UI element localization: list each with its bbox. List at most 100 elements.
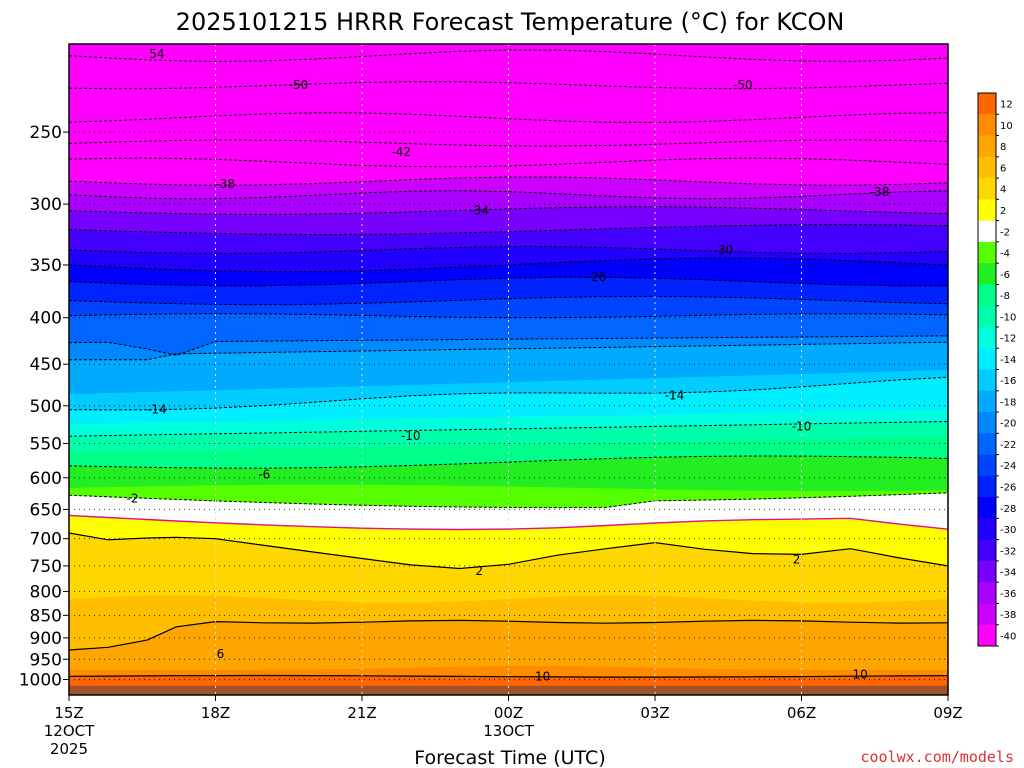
- y-tick-label: 650: [30, 500, 62, 520]
- y-tick-label: 350: [30, 256, 62, 276]
- y-tick-label: 250: [30, 123, 62, 143]
- colorbar-label: 10: [1000, 121, 1013, 132]
- colorbar-swatch: [978, 390, 996, 413]
- y-tick-label: 900: [30, 629, 62, 649]
- credit-text[interactable]: coolwx.com/models: [860, 748, 1014, 766]
- contour-label: 10: [535, 669, 550, 683]
- colorbar-swatch: [978, 539, 996, 562]
- contour-line-upper: [69, 139, 948, 147]
- contour-line-negative: [69, 257, 948, 273]
- contour-line-positive: [69, 674, 948, 678]
- contour-label: -26: [587, 270, 607, 284]
- x-tick-date: 13OCT: [483, 722, 534, 740]
- colorbar-swatch: [978, 624, 996, 647]
- x-tick-label: 03Z: [640, 704, 669, 722]
- colorbar-label: 6: [1000, 163, 1006, 174]
- colorbar-label: -14: [1000, 355, 1016, 366]
- colorbar-swatch: [978, 326, 996, 349]
- colorbar-label: -36: [1000, 589, 1016, 600]
- contour-line-upper: [69, 157, 948, 168]
- contour-line-negative: [69, 295, 948, 306]
- colorbar-swatch: [978, 93, 996, 115]
- colorbar-swatch: [978, 114, 996, 136]
- colorbar-label: -16: [1000, 376, 1016, 387]
- colorbar-label: -32: [1000, 546, 1016, 557]
- colorbar-swatch: [978, 518, 996, 541]
- y-tick-label: 400: [30, 309, 62, 329]
- contour-label: -2: [126, 491, 138, 505]
- plot-area: 54-50 -50-42-38-38-34-30-26-14-14-10-10-6…: [68, 43, 949, 696]
- colorbar-swatch: [978, 454, 996, 477]
- contour-line-negative: [69, 341, 948, 361]
- contour-label: 2: [793, 553, 801, 567]
- colorbar-swatch: [978, 220, 996, 243]
- contour-label: 10: [852, 668, 867, 682]
- colorbar-swatch: [978, 156, 996, 179]
- contour-label: -10: [792, 420, 812, 434]
- contour-line-negative: [69, 246, 948, 255]
- x-tick-label: 21Z: [347, 704, 376, 722]
- colorbar-label: -10: [1000, 312, 1016, 323]
- x-axis-label: Forecast Time (UTC): [414, 747, 605, 768]
- contour-line-negative: [69, 176, 948, 186]
- colorbar-label: 2: [1000, 206, 1006, 217]
- contour-lines: [69, 49, 948, 678]
- colorbar-label: -40: [1000, 631, 1016, 642]
- contour-label: -50: [733, 78, 753, 92]
- colorbar-label: -26: [1000, 482, 1016, 493]
- colorbar-swatch: [978, 603, 996, 626]
- colorbar-label: 4: [1000, 185, 1006, 196]
- colorbar-swatch: [978, 178, 996, 200]
- colorbar-swatch: [978, 241, 996, 264]
- colorbar-label: -18: [1000, 397, 1016, 408]
- colorbar-label: 8: [1000, 142, 1006, 153]
- y-tick-label: 500: [30, 397, 62, 417]
- contour-line-negative: [69, 421, 948, 437]
- contour-line-positive: [69, 619, 948, 651]
- x-tick-year: 2025: [50, 740, 88, 758]
- contour-label: -38: [215, 177, 235, 191]
- x-tick-label: 06Z: [787, 704, 816, 722]
- colorbar-label: -34: [1000, 568, 1016, 579]
- y-tick-label: 600: [30, 469, 62, 489]
- contour-label: -34: [469, 204, 489, 218]
- contour-label: -30: [714, 243, 734, 257]
- temperature-bands: [69, 44, 948, 695]
- colorbar-label: 12: [1000, 100, 1013, 111]
- contour-line-upper: [69, 49, 948, 62]
- colorbar-swatch: [978, 263, 996, 285]
- y-tick-label: 1000: [19, 671, 62, 691]
- colorbar-swatch: [978, 284, 996, 307]
- freezing-line: [69, 514, 948, 531]
- contour-line-negative: [69, 492, 948, 509]
- contour-label: 2: [475, 564, 483, 578]
- contour-label: -38: [870, 185, 890, 199]
- pressure-axis: 250 300 350 400 450 500 550 600 650 700 750 800 850 9…: [19, 123, 69, 691]
- colorbar-swatch: [978, 582, 996, 604]
- colorbar-label: -28: [1000, 504, 1016, 515]
- contour-label: 54: [149, 47, 164, 61]
- colorbar-label: -12: [1000, 334, 1016, 345]
- colorbar-label: -6: [1000, 270, 1010, 281]
- colorbar-label: -22: [1000, 440, 1016, 451]
- colorbar-label: -20: [1000, 419, 1016, 430]
- contour-line-negative: [69, 376, 948, 411]
- y-tick-label: 550: [30, 434, 62, 454]
- contour-label: -50: [289, 78, 309, 92]
- x-tick-label: 09Z: [933, 704, 962, 722]
- colorbar-swatch: [978, 305, 996, 328]
- contour-label: -14: [665, 388, 685, 402]
- contour-line-negative: [69, 335, 948, 356]
- contour-line-negative: [69, 224, 948, 236]
- contour-line-negative: [69, 206, 948, 216]
- y-tick-label: 450: [30, 355, 62, 375]
- colorbar-label: -24: [1000, 461, 1016, 472]
- chart-title: 2025101215 HRRR Forecast Temperature (°C…: [176, 8, 845, 36]
- colorbar-swatch: [978, 433, 996, 455]
- colorbar-label: -8: [1000, 291, 1010, 302]
- y-tick-label: 750: [30, 557, 62, 577]
- colorbar-label: -4: [1000, 249, 1010, 260]
- contour-line-negative: [69, 190, 948, 200]
